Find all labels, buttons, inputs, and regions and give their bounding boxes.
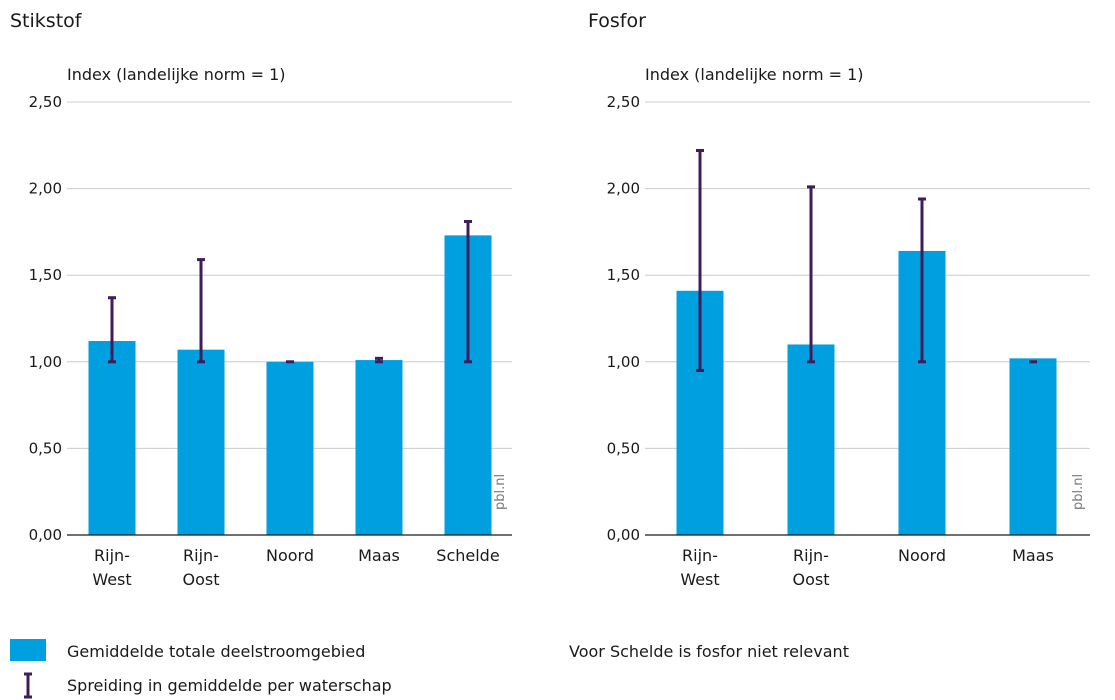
error-bar <box>375 356 383 364</box>
fosfor-chart-panel: Fosfor Index (landelijke norm = 1) 0,00 0,5… <box>588 10 1090 589</box>
legend-errorbar-symbol <box>24 672 32 699</box>
bar <box>177 349 225 535</box>
y-tick-label: 2,00 <box>29 180 62 198</box>
panel-title: Stikstof <box>10 10 83 32</box>
y-tick-label: 2,00 <box>607 180 640 198</box>
legend-errorbar-label: Spreiding in gemiddelde per waterschap <box>67 676 392 695</box>
y-tick-label: 0,00 <box>607 526 640 544</box>
y-tick-label: 2,50 <box>607 93 640 111</box>
y-tick-label: 1,50 <box>607 266 640 284</box>
x-category-label: Noord <box>266 546 314 565</box>
source-credit: pbl.nl <box>493 474 508 510</box>
x-category-label: Maas <box>1012 546 1054 565</box>
x-category-label: Rijn-West <box>680 546 719 589</box>
y-axis-label: Index (landelijke norm = 1) <box>67 65 286 84</box>
bar <box>787 344 835 535</box>
y-tick-label: 0,00 <box>29 526 62 544</box>
error-bar <box>807 185 815 364</box>
legend-bar-swatch <box>10 639 46 661</box>
error-bar <box>197 258 205 364</box>
x-category-label: Maas <box>358 546 400 565</box>
x-category-label: Rijn-Oost <box>793 546 830 589</box>
y-axis-label: Index (landelijke norm = 1) <box>645 65 864 84</box>
legend: Gemiddelde totale deelstroomgebied Sprei… <box>10 639 392 699</box>
y-tick-label: 2,50 <box>29 93 62 111</box>
x-category-label: Rijn-West <box>92 546 131 589</box>
y-tick-label: 1,00 <box>29 353 62 371</box>
bar <box>355 360 403 535</box>
bar <box>1009 358 1057 535</box>
y-tick-label: 1,50 <box>29 266 62 284</box>
error-bar <box>918 197 926 364</box>
source-credit: pbl.nl <box>1071 474 1086 510</box>
error-bar <box>108 296 116 364</box>
y-tick-label: 0,50 <box>29 439 62 457</box>
stikstof-chart-panel: Stikstof Index (landelijke norm = 1) 0,00 0… <box>10 10 512 589</box>
x-category-label: Schelde <box>436 546 499 565</box>
legend-bar-label: Gemiddelde totale deelstroomgebied <box>67 642 365 661</box>
x-category-label: Noord <box>898 546 946 565</box>
x-category-label: Rijn-Oost <box>183 546 220 589</box>
y-tick-label: 0,50 <box>607 439 640 457</box>
error-bar <box>696 148 704 372</box>
bar <box>88 341 136 535</box>
bar <box>266 361 314 535</box>
panel-title: Fosfor <box>588 10 646 32</box>
y-tick-label: 1,00 <box>607 353 640 371</box>
error-bar <box>464 220 472 364</box>
schelde-note: Voor Schelde is fosfor niet relevant <box>569 642 849 661</box>
